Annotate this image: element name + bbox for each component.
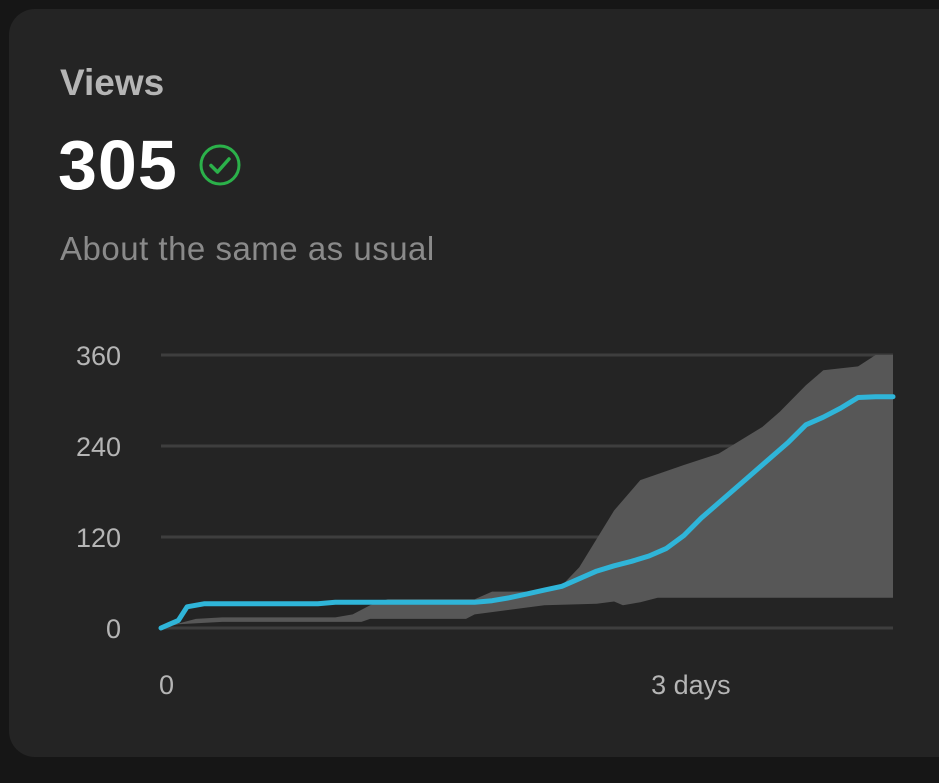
metric-row: 305 — [58, 130, 242, 200]
y-tick-label-120: 120 — [76, 523, 121, 553]
x-tick-label-0: 0 — [159, 670, 174, 700]
y-tick-label-360: 360 — [76, 341, 121, 371]
status-text: About the same as usual — [60, 230, 435, 267]
check-circle-icon — [199, 144, 241, 186]
y-tick-label-240: 240 — [76, 432, 121, 462]
expected-range-band — [161, 355, 893, 628]
x-tick-label-1: 3 days — [651, 670, 731, 700]
y-tick-label-0: 0 — [106, 614, 121, 644]
card-title: Views — [60, 62, 165, 103]
views-card — [9, 9, 939, 757]
views-count: 305 — [58, 126, 178, 204]
views-series-line-0 — [158, 394, 896, 631]
